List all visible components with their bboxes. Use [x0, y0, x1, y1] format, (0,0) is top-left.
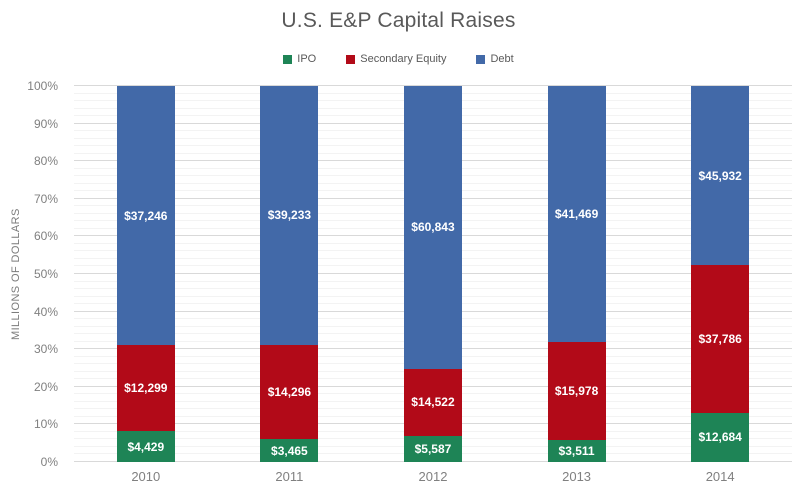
data-label: $3,511	[558, 444, 595, 459]
legend-swatch-icon	[346, 54, 356, 64]
y-tick-label: 90%	[33, 116, 58, 131]
data-label: $12,299	[124, 381, 168, 396]
y-tick-label: 20%	[33, 379, 58, 394]
bar-2013: $41,469 $15,978 $3,511	[547, 86, 606, 462]
data-label: $12,684	[698, 430, 742, 445]
data-label: $3,465	[271, 443, 308, 458]
y-tick-label: 60%	[33, 229, 58, 244]
bar-segment-secondary-equity: $12,299	[116, 345, 175, 432]
data-label: $41,469	[554, 206, 599, 221]
x-tick-label: 2011	[275, 469, 304, 484]
legend: IPO Secondary Equity Debt	[0, 53, 797, 65]
x-tick-label: 2013	[562, 469, 592, 484]
y-tick-label: 30%	[33, 342, 58, 357]
gridline-major	[74, 85, 792, 86]
legend-label: Secondary Equity	[360, 53, 447, 65]
x-tick-label: 2014	[705, 469, 735, 484]
bar-segment-secondary-equity: $14,522	[403, 368, 462, 437]
legend-label: IPO	[297, 53, 317, 65]
x-axis-tick-labels: 2010 2011 2012 2013 2014	[74, 469, 792, 484]
bar-segment-secondary-equity: $14,296	[260, 344, 319, 440]
y-tick-label: 70%	[33, 191, 58, 206]
y-tick-label: 80%	[33, 154, 58, 169]
legend-swatch-icon	[476, 54, 486, 64]
x-tick-label: 2012	[418, 469, 448, 484]
data-label: $45,932	[698, 168, 742, 183]
data-label: $14,522	[411, 395, 455, 410]
data-label: $37,786	[698, 331, 742, 346]
data-label: $60,843	[411, 220, 455, 235]
bar-segment-debt: $41,469	[547, 86, 606, 342]
y-tick-label: 50%	[33, 267, 58, 281]
legend-item-debt: Debt	[476, 53, 514, 65]
plot-area: $37,246 $12,299 $4,429 $39,233 $14,296 $3,465…	[74, 85, 792, 462]
y-tick-label: 40%	[33, 304, 58, 319]
bar-segment-ipo: $3,465	[260, 439, 319, 462]
legend-label: Debt	[490, 53, 514, 65]
bar-segment-ipo: $12,684	[691, 412, 750, 462]
bar-segment-secondary-equity: $15,978	[547, 341, 606, 441]
bar-segment-ipo: $5,587	[403, 436, 462, 462]
chart-title: U.S. E&P Capital Raises	[281, 9, 516, 32]
data-label: $39,233	[267, 208, 312, 223]
data-label: $4,429	[127, 439, 165, 454]
bar-2012: $60,843 $14,522 $5,587	[403, 86, 462, 462]
legend-item-secondary-equity: Secondary Equity	[346, 53, 446, 65]
data-label: $15,978	[554, 384, 599, 399]
data-label: $14,296	[267, 384, 312, 399]
x-tick-label: 2010	[131, 469, 161, 484]
legend-swatch-icon	[283, 54, 293, 64]
y-tick-label: 0%	[40, 455, 58, 469]
bar-segment-ipo: $3,511	[547, 440, 606, 462]
bar-2014: $45,932 $37,786 $12,684	[691, 86, 750, 462]
bar-2010: $37,246 $12,299 $4,429	[116, 86, 175, 462]
bar-segment-debt: $39,233	[260, 86, 319, 345]
y-axis-tick-labels: 0% 10% 20% 30% 40% 50% 60% 70% 80% 90% 100%	[0, 79, 66, 469]
bar-segment-debt: $37,246	[116, 86, 175, 346]
bar-segment-debt: $45,932	[691, 86, 750, 266]
y-tick-label: 10%	[33, 417, 58, 432]
legend-item-ipo: IPO	[283, 53, 316, 65]
y-tick-label: 100%	[27, 79, 58, 93]
data-label: $37,246	[124, 208, 168, 223]
bar-segment-debt: $60,843	[403, 86, 462, 369]
data-label: $5,587	[414, 442, 452, 456]
bar-segment-ipo: $4,429	[116, 431, 175, 462]
bars: $37,246 $12,299 $4,429 $39,233 $14,296 $3,465…	[74, 86, 792, 462]
bar-segment-secondary-equity: $37,786	[691, 265, 750, 413]
bar-2011: $39,233 $14,296 $3,465	[260, 86, 319, 462]
